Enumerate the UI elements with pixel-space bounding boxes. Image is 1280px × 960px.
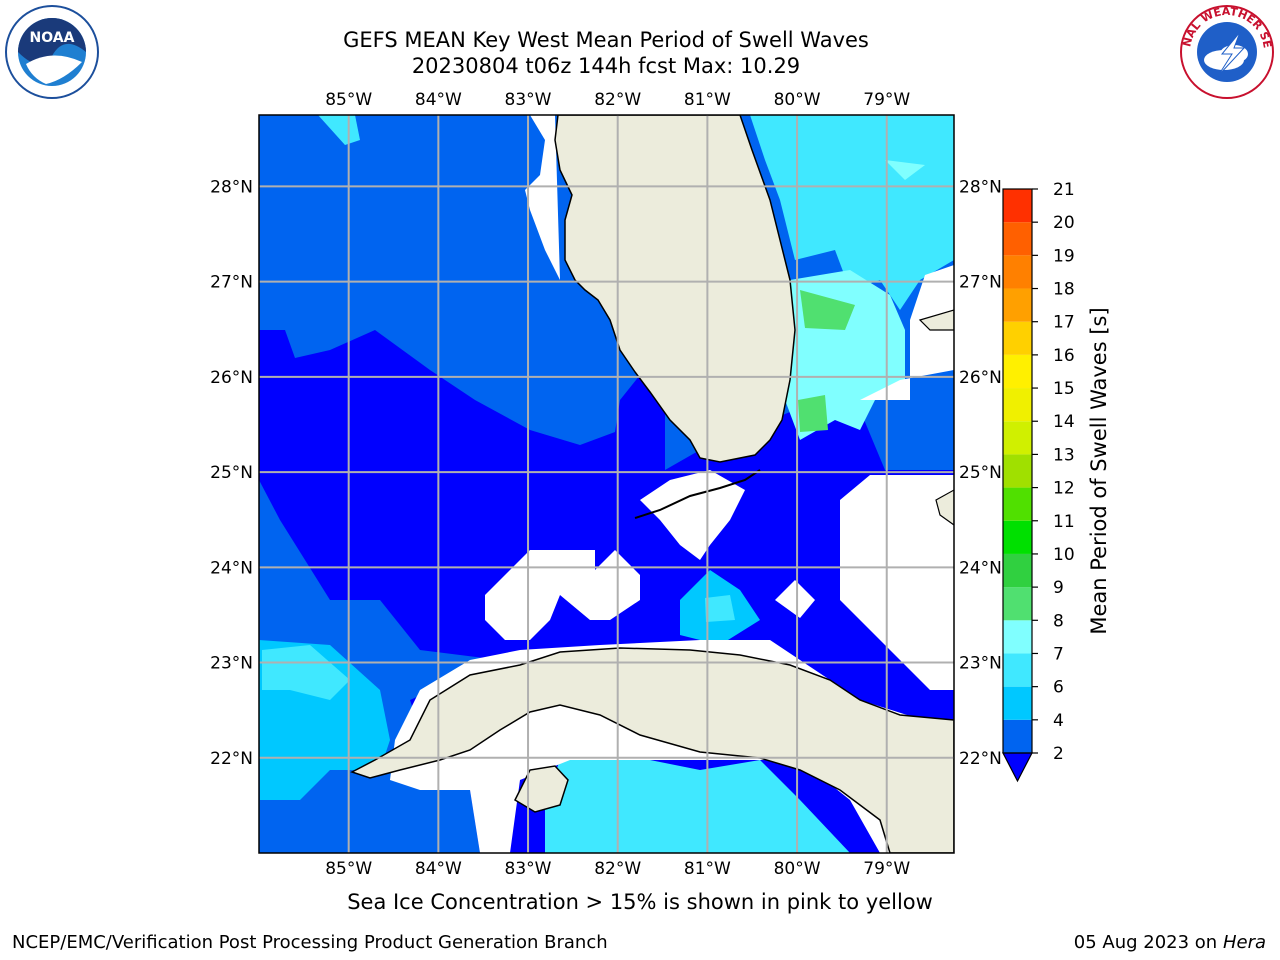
colorbar-segment <box>1003 255 1032 289</box>
lat-label-right: 23°N <box>959 654 1002 674</box>
colorbar-segment <box>1003 321 1032 355</box>
colorbar-tick-label: 6 <box>1053 678 1064 698</box>
footer-machine: Hera <box>1222 932 1266 953</box>
colorbar-tick-label: 8 <box>1053 611 1064 631</box>
colorbar-segment <box>1003 421 1032 455</box>
lat-label-left: 24°N <box>210 558 253 578</box>
footer-credit: NCEP/EMC/Verification Post Processing Pr… <box>12 932 608 953</box>
lat-label-right: 28°N <box>959 177 1002 197</box>
land-bahamas-north <box>918 309 954 331</box>
colorbar-tick-label: 21 <box>1053 180 1075 200</box>
lon-label-top: 79°W <box>863 90 910 110</box>
no-data-region-f <box>525 115 560 280</box>
period-contour-6-7b <box>545 760 850 853</box>
lon-label-top: 84°W <box>415 90 462 110</box>
colorbar-segment <box>1003 288 1032 322</box>
lon-label-top: 83°W <box>505 90 552 110</box>
land-florida-keys <box>634 469 761 519</box>
colorbar-label: Mean Period of Swell Waves [s] <box>1087 307 1111 634</box>
noaa-logo-text: NOAA <box>30 30 75 46</box>
lon-label-bottom: 85°W <box>325 859 372 879</box>
lat-label-right: 26°N <box>959 368 1002 388</box>
axis-labels: 85°W 85°W 84°W 84°W 83°W 83°W 82°W 82°W 81°W 81°W… <box>210 90 1002 879</box>
colorbar-extend-arrow <box>1002 752 1033 783</box>
footer-date: 05 Aug 2023 on Hera <box>1074 932 1266 953</box>
lon-label-top: 80°W <box>774 90 821 110</box>
colorbar-frame <box>1002 188 1033 754</box>
lon-label-top: 85°W <box>325 90 372 110</box>
lon-label-top: 82°W <box>594 90 641 110</box>
lat-label-left: 28°N <box>210 177 253 197</box>
map-frame <box>258 114 955 854</box>
colorbar-segment <box>1003 620 1032 654</box>
colorbar: 2 4 6 7 8 9 10 11 12 13 14 15 16 17 18 19 20 21 <box>1002 180 1075 783</box>
colorbar-tick-label: 4 <box>1053 711 1064 731</box>
land-florida <box>554 115 796 463</box>
colorbar-segment <box>1003 454 1032 488</box>
nws-logo: NATIONAL WEATHER SERVICE <box>1178 4 1274 99</box>
colorbar-tick-label: 16 <box>1053 346 1075 366</box>
lat-label-left: 26°N <box>210 368 253 388</box>
colorbar-tick-label: 7 <box>1053 644 1064 664</box>
colorbar-segment <box>1003 587 1032 621</box>
lat-label-left: 23°N <box>210 654 253 674</box>
period-contour-9-10b <box>798 395 828 432</box>
noaa-logo: NOAA <box>5 5 99 99</box>
colorbar-segment <box>1003 487 1032 521</box>
colorbar-tick-label: 9 <box>1053 578 1064 598</box>
land-bahamas-south <box>935 489 954 526</box>
period-contour-6-7d <box>262 645 350 700</box>
colorbar-segment <box>1003 686 1032 720</box>
colorbar-tick-label: 20 <box>1053 213 1075 233</box>
colorbar-tick-label: 13 <box>1053 445 1075 465</box>
footer-date-text: 05 Aug 2023 on <box>1073 932 1218 953</box>
no-data-region-b <box>640 470 745 560</box>
lon-label-bottom: 81°W <box>684 859 731 879</box>
colorbar-tick-label: 11 <box>1053 512 1075 532</box>
lat-label-right: 22°N <box>959 749 1002 769</box>
map-plot-area <box>259 115 954 853</box>
map-subtitle: 20230804 t06z 144h fcst Max: 10.29 <box>411 54 801 78</box>
colorbar-tick-label: 17 <box>1053 313 1075 333</box>
colorbar-segment <box>1003 553 1032 588</box>
colorbar-tick-label: 19 <box>1053 246 1075 266</box>
colorbar-tick-label: 2 <box>1053 744 1064 764</box>
colorbar-segment <box>1003 520 1032 554</box>
period-contour-9-10a <box>800 290 855 330</box>
colorbar-tick-label: 14 <box>1053 412 1075 432</box>
colorbar-tick-label: 10 <box>1053 545 1075 565</box>
sea-ice-note: Sea Ice Concentration > 15% is shown in … <box>347 890 933 914</box>
no-data-region-c <box>775 580 815 618</box>
colorbar-tick-label: 18 <box>1053 280 1075 300</box>
lat-label-right: 27°N <box>959 273 1002 293</box>
colorbar-segment <box>1003 189 1032 223</box>
colorbar-tick-label: 15 <box>1053 379 1075 399</box>
no-data-region-e <box>860 265 954 400</box>
period-contour-8-9b <box>885 160 925 180</box>
map-title: GEFS MEAN Key West Mean Period of Swell … <box>343 28 869 52</box>
no-data-region-d <box>840 475 954 690</box>
colorbar-segment <box>1003 354 1032 389</box>
colorbar-segment <box>1003 388 1032 422</box>
colorbar-tick-label: 12 <box>1053 479 1075 499</box>
lon-label-bottom: 80°W <box>774 859 821 879</box>
colorbar-segment <box>1003 653 1032 687</box>
lat-label-left: 22°N <box>210 749 253 769</box>
lon-label-top: 81°W <box>684 90 731 110</box>
period-contour-6-7c <box>705 595 735 622</box>
lat-label-left: 25°N <box>210 463 253 483</box>
lon-label-bottom: 83°W <box>505 859 552 879</box>
lat-label-left: 27°N <box>210 273 253 293</box>
graticule <box>259 115 954 853</box>
no-data-region-a <box>485 550 640 640</box>
lat-label-right: 24°N <box>959 558 1002 578</box>
lat-label-right: 25°N <box>959 463 1002 483</box>
lon-label-bottom: 82°W <box>594 859 641 879</box>
colorbar-segment <box>1003 222 1032 256</box>
lon-label-bottom: 79°W <box>863 859 910 879</box>
lon-label-bottom: 84°W <box>415 859 462 879</box>
colorbar-segment <box>1003 719 1032 753</box>
